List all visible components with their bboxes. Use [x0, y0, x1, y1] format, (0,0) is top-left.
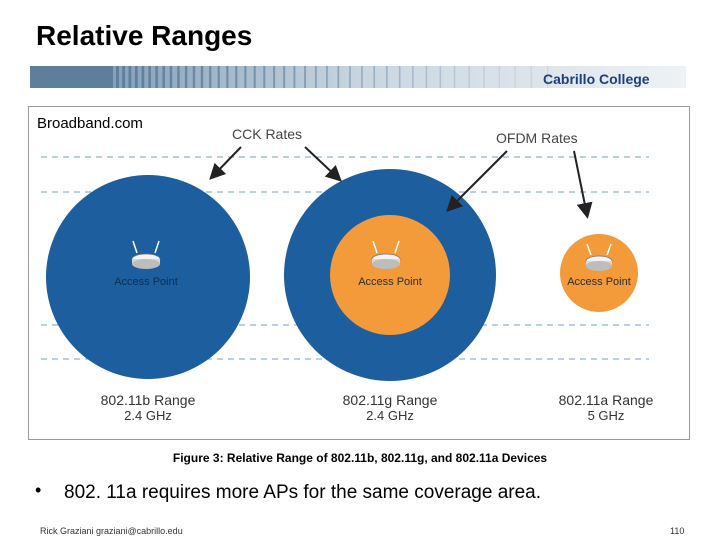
range-band: 2.4 GHz: [366, 408, 414, 423]
range-circle-80211b: [46, 175, 250, 379]
bullet-point: 802. 11a requires more APs for the same …: [64, 482, 542, 503]
header-banner: [30, 66, 686, 88]
callout-arrows: [209, 146, 593, 219]
figure-caption: Figure 3: Relative Range of 802.11b, 802…: [172, 451, 548, 465]
callout-cck: CCK Rates: [232, 126, 302, 142]
range-band: 5 GHz: [588, 408, 625, 423]
callout-ofdm: OFDM Rates: [496, 130, 578, 146]
range-band: 2.4 GHz: [124, 408, 172, 423]
range-name: 802.11b Range: [101, 392, 196, 408]
router-icon: [585, 243, 613, 271]
figure-credit: Broadband.com: [37, 115, 143, 132]
range-figure: Access Point Access Point Access Point C…: [28, 106, 690, 440]
range-diagram: Access Point Access Point Access Point C…: [41, 126, 654, 423]
router-icon: [371, 240, 401, 269]
access-point-label: Access Point: [567, 276, 631, 288]
access-point-label: Access Point: [358, 276, 422, 288]
brand-name: Cabrillo College: [543, 71, 650, 87]
bullet-marker: •: [35, 480, 42, 500]
range-circle-80211g-ofdm: [330, 215, 450, 335]
router-icon: [131, 240, 161, 269]
range-name: 802.11g Range: [343, 392, 438, 408]
range-name: 802.11a Range: [559, 392, 654, 408]
access-point-label: Access Point: [114, 276, 178, 288]
slide-title: Relative Ranges: [36, 20, 253, 51]
range-circle-80211a: [560, 234, 638, 312]
page-number: 110: [670, 526, 685, 536]
footer-author: Rick Graziani graziani@cabrillo.edu: [40, 526, 183, 536]
